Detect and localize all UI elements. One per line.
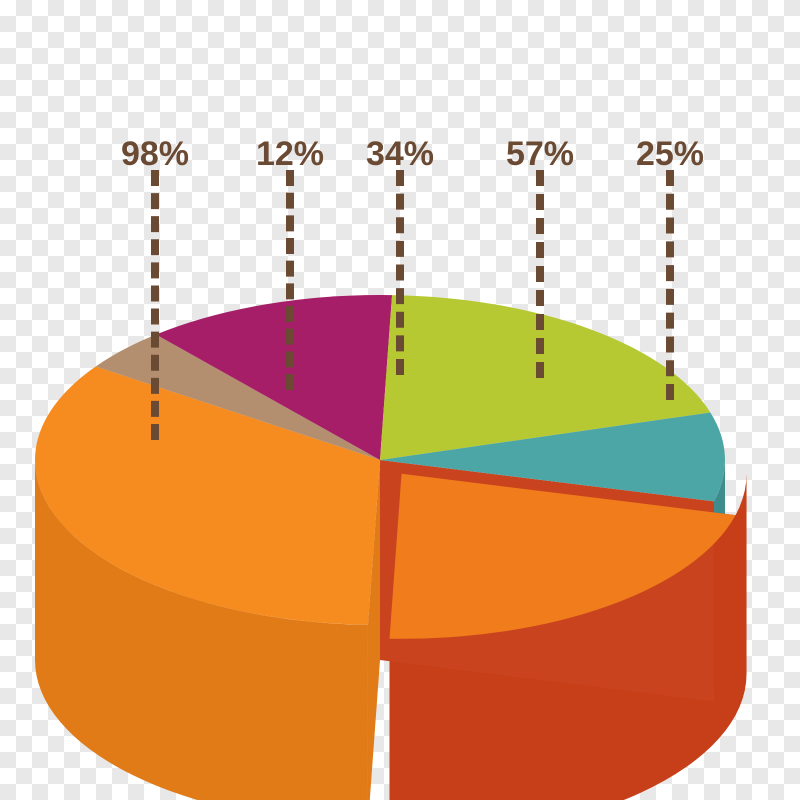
slice-label-3: 57% xyxy=(506,135,574,174)
leader-0 xyxy=(151,170,159,440)
slice-label-4: 25% xyxy=(636,135,704,174)
leader-4 xyxy=(666,170,674,400)
pie-chart-3d: 98% 12% 34% 57% 25% xyxy=(0,0,800,800)
slice-label-0: 98% xyxy=(121,135,189,174)
leader-2 xyxy=(396,170,404,375)
slice-label-1: 12% xyxy=(256,135,324,174)
leader-3 xyxy=(536,170,544,378)
pie-svg xyxy=(0,0,800,800)
leader-1 xyxy=(286,170,294,390)
slice-label-2: 34% xyxy=(366,135,434,174)
